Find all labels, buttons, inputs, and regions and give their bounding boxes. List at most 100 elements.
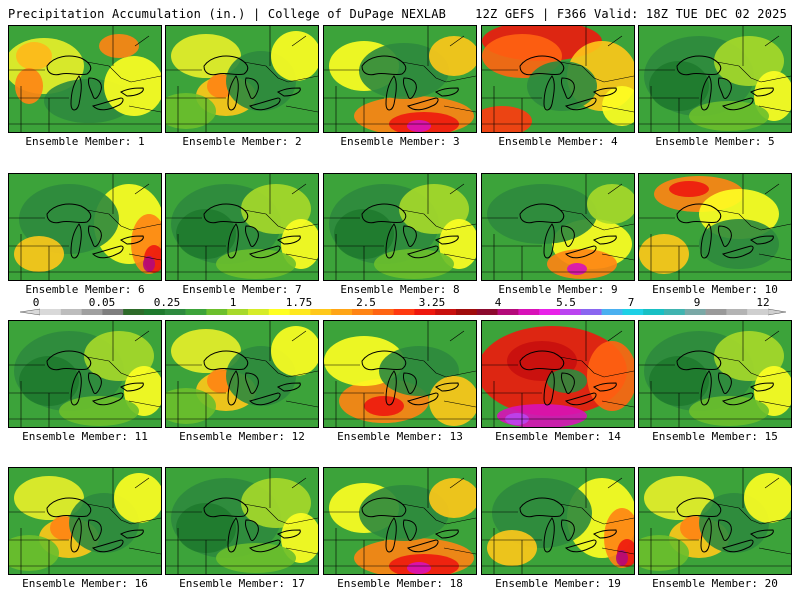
state-border [639,209,791,231]
ensemble-member-map [323,25,477,133]
state-border [482,209,634,231]
precip-field [9,321,161,427]
great-lake-outline [46,350,92,371]
great-lake-outline [407,245,439,259]
ensemble-member-label: Ensemble Member: 12 [179,430,305,443]
precip-field [166,26,318,132]
colorbar-tick-label: 0 [33,296,40,309]
great-lake-outline [203,350,249,371]
precip-contour [639,234,689,274]
colorbar-swatch [643,309,665,315]
precip-field [482,174,634,280]
great-lake-outline [70,370,82,406]
colorbar-swatch [539,309,561,315]
colorbar-tick-label: 9 [694,296,701,309]
great-lake-outline [70,517,82,553]
ensemble-member-map [165,320,319,428]
precip-contour [364,396,404,416]
ensemble-member-map [638,25,792,133]
great-lake-outline [722,245,754,259]
precip-contour [14,476,84,520]
ensemble-member-label: Ensemble Member: 9 [498,283,618,296]
precip-contour [669,181,709,197]
state-border [493,381,634,427]
precip-contour [429,376,476,426]
state-border [639,174,791,273]
great-lake-outline [277,235,301,245]
precip-contour [587,184,634,224]
great-lake-outline [519,497,565,518]
state-border [20,86,161,132]
colorbar-swatch [248,309,270,315]
great-lake-outline [249,245,281,259]
ensemble-member-label: Ensemble Member: 5 [655,135,775,148]
colorbar-swatch [664,309,686,315]
state-border [335,528,476,574]
great-lake-outline [750,235,774,245]
great-lake-outline [676,203,722,224]
colorbar-tick-label: 0.05 [89,296,116,309]
precip-contour [487,184,597,244]
precip-contour [429,36,476,76]
ensemble-member-map [638,467,792,575]
colorbar-swatch [601,309,623,315]
great-lake-outline [435,529,459,539]
great-lake-outline [385,370,397,406]
state-border [9,321,161,420]
colorbar-swatch [289,309,311,315]
great-lake-outline [700,517,712,553]
state-border [177,86,318,132]
precip-field [324,174,476,280]
great-lake-outline [543,370,555,406]
great-lake-outline [92,97,124,111]
ensemble-member-label: Ensemble Member: 7 [182,283,302,296]
great-lake-outline [88,519,102,541]
precip-contour [429,478,476,518]
great-lake-outline [120,529,144,539]
great-lake-outline [403,77,417,99]
great-lake-outline [561,372,575,394]
ensemble-member-label: Ensemble Member: 13 [337,430,463,443]
state-border [482,356,634,378]
colorbar-tick-label: 0.25 [154,296,181,309]
state-border [9,503,161,525]
precip-contour [9,535,59,571]
colorbar-swatch [414,309,436,315]
state-border [482,61,634,83]
state-border [639,468,791,567]
colorbar-swatch [81,309,103,315]
great-lake-outline [88,372,102,394]
state-border [166,503,318,525]
great-lake-outline [403,372,417,394]
great-lake-outline [277,382,301,392]
state-border [335,381,476,427]
precip-contour [171,329,241,373]
precip-contour [15,68,43,104]
great-lake-outline [593,382,617,392]
state-border [324,356,476,378]
precip-field [639,468,791,574]
great-lake-outline [718,225,732,247]
precip-field [166,321,318,427]
state-border [650,86,791,132]
state-border [166,468,318,567]
colorbar-swatch [268,309,290,315]
great-lake-outline [249,97,281,111]
ensemble-member-map [8,320,162,428]
great-lake-outline [92,245,124,259]
colorbar-swatch [310,309,332,315]
colorbar-swatch [747,309,769,315]
ensemble-member-map [323,467,477,575]
great-lake-outline [245,519,259,541]
colorbar-swatch [185,309,207,315]
state-border [335,86,476,132]
ensemble-member-label: Ensemble Member: 15 [652,430,778,443]
state-border [324,209,476,231]
precip-contour [487,530,537,566]
precip-contour [216,249,296,279]
great-lake-outline [718,519,732,541]
precip-contour [482,106,532,132]
precip-contour [216,543,296,573]
great-lake-outline [227,517,239,553]
ensemble-member-map [8,467,162,575]
